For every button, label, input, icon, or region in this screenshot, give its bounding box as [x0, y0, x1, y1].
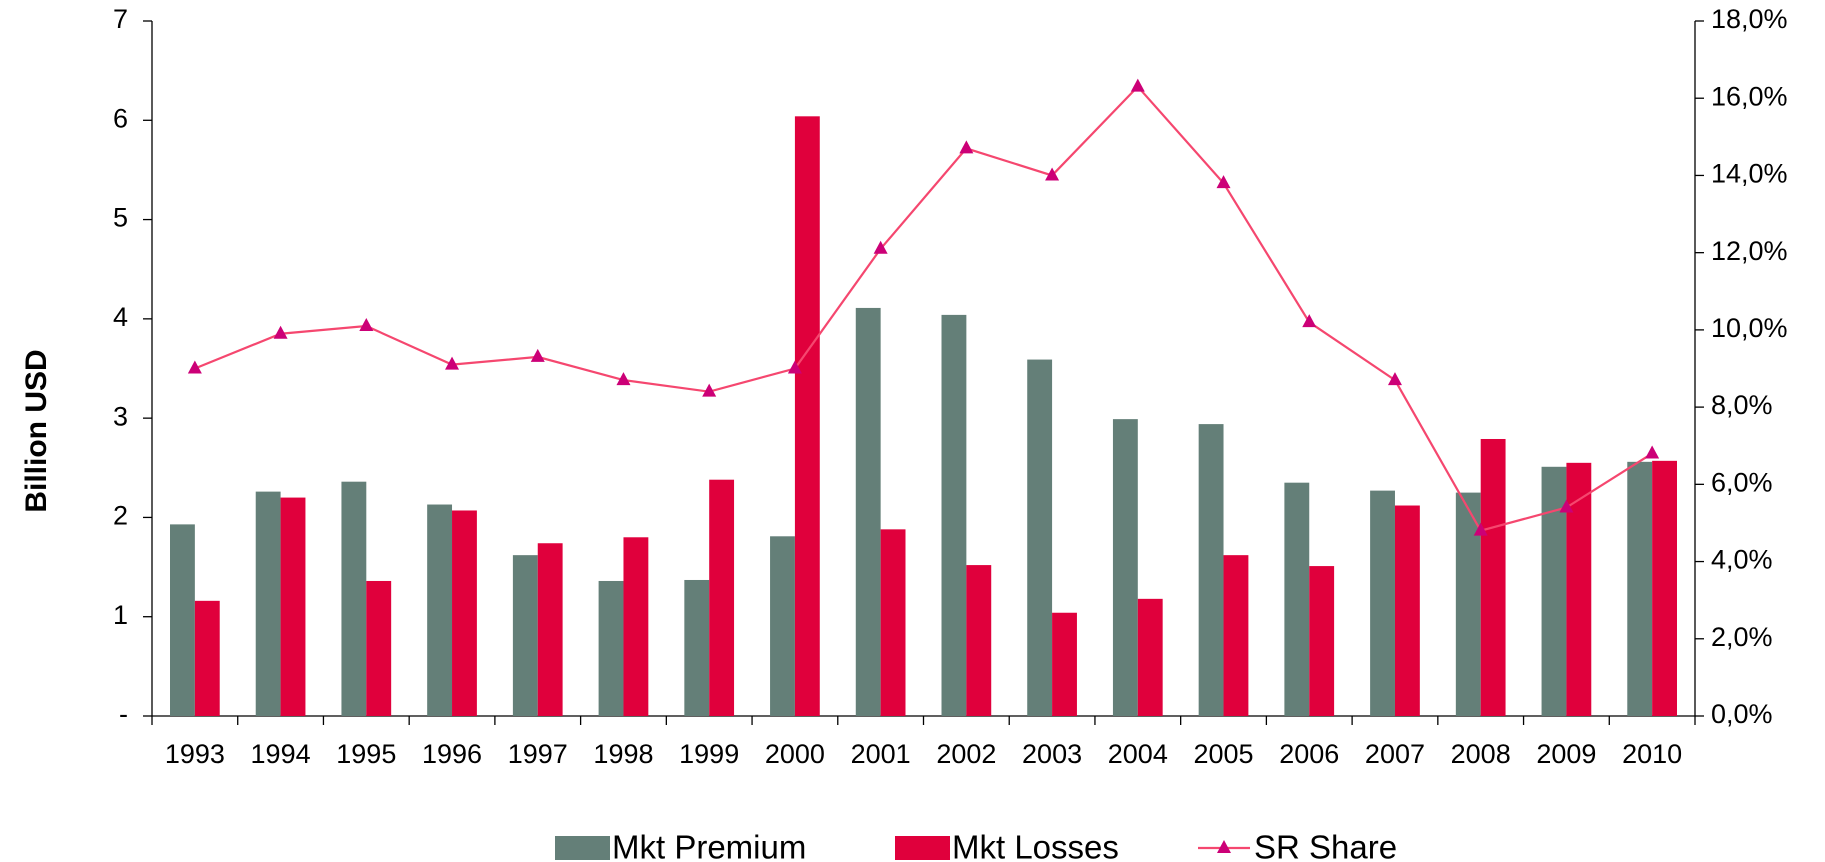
bar: [1370, 490, 1395, 716]
line: [194, 85, 1653, 532]
y2-tick-label: 0,0%: [1711, 699, 1773, 729]
line-marker: [1559, 499, 1574, 513]
y-axis-label: Billion USD: [20, 349, 53, 512]
x-tick-label: 2008: [1451, 739, 1511, 769]
bar: [194, 600, 220, 716]
bar: [941, 314, 967, 716]
y-tick-label: 1: [113, 600, 128, 630]
y2-tick-label: 6,0%: [1711, 467, 1773, 497]
x-tick-label: 2007: [1365, 739, 1425, 769]
y2-tick-label: 10,0%: [1711, 313, 1788, 343]
line-marker: [616, 372, 631, 386]
bar: [855, 307, 881, 716]
y-tick-label: -: [119, 699, 128, 729]
y-tick-label: 5: [113, 203, 128, 233]
bar: [1027, 359, 1053, 716]
line-marker: [530, 348, 545, 362]
bar: [966, 565, 992, 716]
line-marker: [702, 383, 717, 397]
bar: [280, 497, 306, 716]
y-tick-label: 4: [113, 302, 128, 332]
x-tick-label: 1997: [508, 739, 568, 769]
line-marker: [273, 325, 288, 339]
bar: [1112, 419, 1138, 716]
legend-marker: [1217, 840, 1231, 853]
line-marker: [1302, 314, 1317, 328]
x-tick-label: 2009: [1536, 739, 1596, 769]
line-marker: [359, 318, 374, 332]
x-tick-label: 1998: [593, 739, 653, 769]
bar: [684, 579, 710, 716]
y2-tick-label: 18,0%: [1711, 4, 1788, 34]
bar: [770, 536, 795, 716]
line-marker: [1473, 522, 1488, 536]
x-tick-label: 1999: [679, 739, 739, 769]
bar: [880, 529, 906, 716]
bar: [452, 510, 477, 716]
legend-label: Mkt Losses: [952, 829, 1119, 862]
y-tick-label: 2: [113, 501, 128, 531]
line-marker: [1130, 78, 1145, 92]
x-tick-label: 2000: [765, 739, 825, 769]
bar: [794, 116, 820, 717]
x-tick-label: 2010: [1622, 739, 1682, 769]
y-tick-label: 3: [113, 401, 128, 431]
line-marker: [187, 360, 202, 374]
x-tick-label: 2002: [936, 739, 996, 769]
bar: [1137, 598, 1163, 716]
legend-swatch: [895, 836, 950, 860]
x-tick-label: 2004: [1108, 739, 1168, 769]
y2-tick-label: 4,0%: [1711, 545, 1773, 575]
bar: [512, 555, 538, 716]
line-marker: [959, 140, 974, 154]
bar: [537, 543, 563, 716]
line-marker: [1387, 372, 1402, 386]
bar: [170, 524, 195, 716]
bar: [1455, 492, 1481, 716]
x-tick-label: 1994: [251, 739, 311, 769]
bar: [341, 481, 367, 716]
bar: [1052, 612, 1077, 716]
bar: [255, 491, 281, 716]
y2-tick-label: 2,0%: [1711, 622, 1773, 652]
bar: [598, 580, 624, 716]
bar: [1652, 460, 1677, 716]
x-tick-label: 2006: [1279, 739, 1339, 769]
bar: [427, 504, 453, 716]
line-marker: [873, 240, 888, 254]
line-marker: [1645, 445, 1660, 459]
bar: [1627, 461, 1653, 716]
x-tick-label: 1993: [165, 739, 225, 769]
y2-tick-label: 16,0%: [1711, 81, 1788, 111]
bar: [1284, 482, 1310, 716]
y2-tick-label: 14,0%: [1711, 159, 1788, 189]
x-tick-label: 2005: [1193, 739, 1253, 769]
bar: [623, 537, 649, 716]
x-tick-label: 2001: [851, 739, 911, 769]
legend-label: Mkt Premium: [612, 829, 806, 862]
x-tick-label: 2003: [1022, 739, 1082, 769]
bar: [1541, 466, 1567, 716]
bar: [366, 580, 392, 716]
y2-tick-label: 12,0%: [1711, 236, 1788, 266]
bar: [1223, 555, 1249, 716]
bar: [1309, 566, 1335, 716]
y-tick-label: 7: [113, 4, 128, 34]
line-marker: [1045, 167, 1060, 181]
bar: [1198, 424, 1224, 716]
bar: [709, 479, 735, 716]
line-marker: [445, 356, 460, 370]
y2-tick-label: 8,0%: [1711, 390, 1773, 420]
line-marker: [787, 360, 802, 374]
line-marker: [1216, 175, 1231, 189]
legend-label: SR Share: [1254, 829, 1397, 862]
x-tick-label: 1996: [422, 739, 482, 769]
bar: [1480, 438, 1506, 716]
bar: [1394, 505, 1420, 716]
legend-swatch: [555, 836, 610, 860]
y-tick-label: 6: [113, 103, 128, 133]
x-tick-label: 1995: [336, 739, 396, 769]
